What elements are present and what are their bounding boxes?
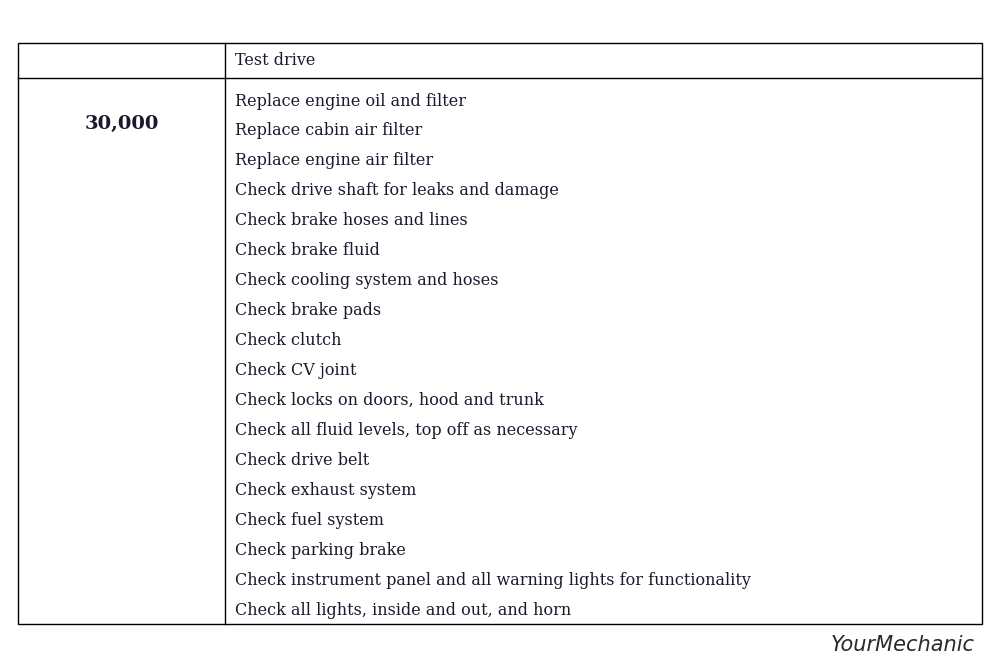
Text: Check brake hoses and lines: Check brake hoses and lines — [235, 212, 468, 229]
Text: Check clutch: Check clutch — [235, 332, 342, 349]
Text: Check brake pads: Check brake pads — [235, 302, 381, 319]
Text: Check CV joint: Check CV joint — [235, 362, 357, 379]
Bar — [18, 43, 982, 624]
Text: Check drive shaft for leaks and damage: Check drive shaft for leaks and damage — [235, 182, 559, 199]
Text: 30,000: 30,000 — [84, 115, 159, 133]
Text: Test drive: Test drive — [235, 52, 316, 69]
Text: Check all fluid levels, top off as necessary: Check all fluid levels, top off as neces… — [235, 422, 578, 439]
Text: Check exhaust system: Check exhaust system — [235, 482, 417, 499]
Text: Check cooling system and hoses: Check cooling system and hoses — [235, 272, 499, 289]
Text: YourMechanic: YourMechanic — [831, 635, 975, 655]
Text: Check locks on doors, hood and trunk: Check locks on doors, hood and trunk — [235, 392, 544, 409]
Text: Check all lights, inside and out, and horn: Check all lights, inside and out, and ho… — [235, 602, 572, 618]
Text: Replace engine oil and filter: Replace engine oil and filter — [235, 93, 466, 109]
Text: Replace engine air filter: Replace engine air filter — [235, 152, 433, 169]
Text: Check drive belt: Check drive belt — [235, 452, 370, 469]
Text: Check brake fluid: Check brake fluid — [235, 242, 380, 259]
Text: Check instrument panel and all warning lights for functionality: Check instrument panel and all warning l… — [235, 572, 751, 588]
Text: Check parking brake: Check parking brake — [235, 542, 406, 559]
Text: Check fuel system: Check fuel system — [235, 512, 384, 529]
Text: Replace cabin air filter: Replace cabin air filter — [235, 123, 423, 139]
